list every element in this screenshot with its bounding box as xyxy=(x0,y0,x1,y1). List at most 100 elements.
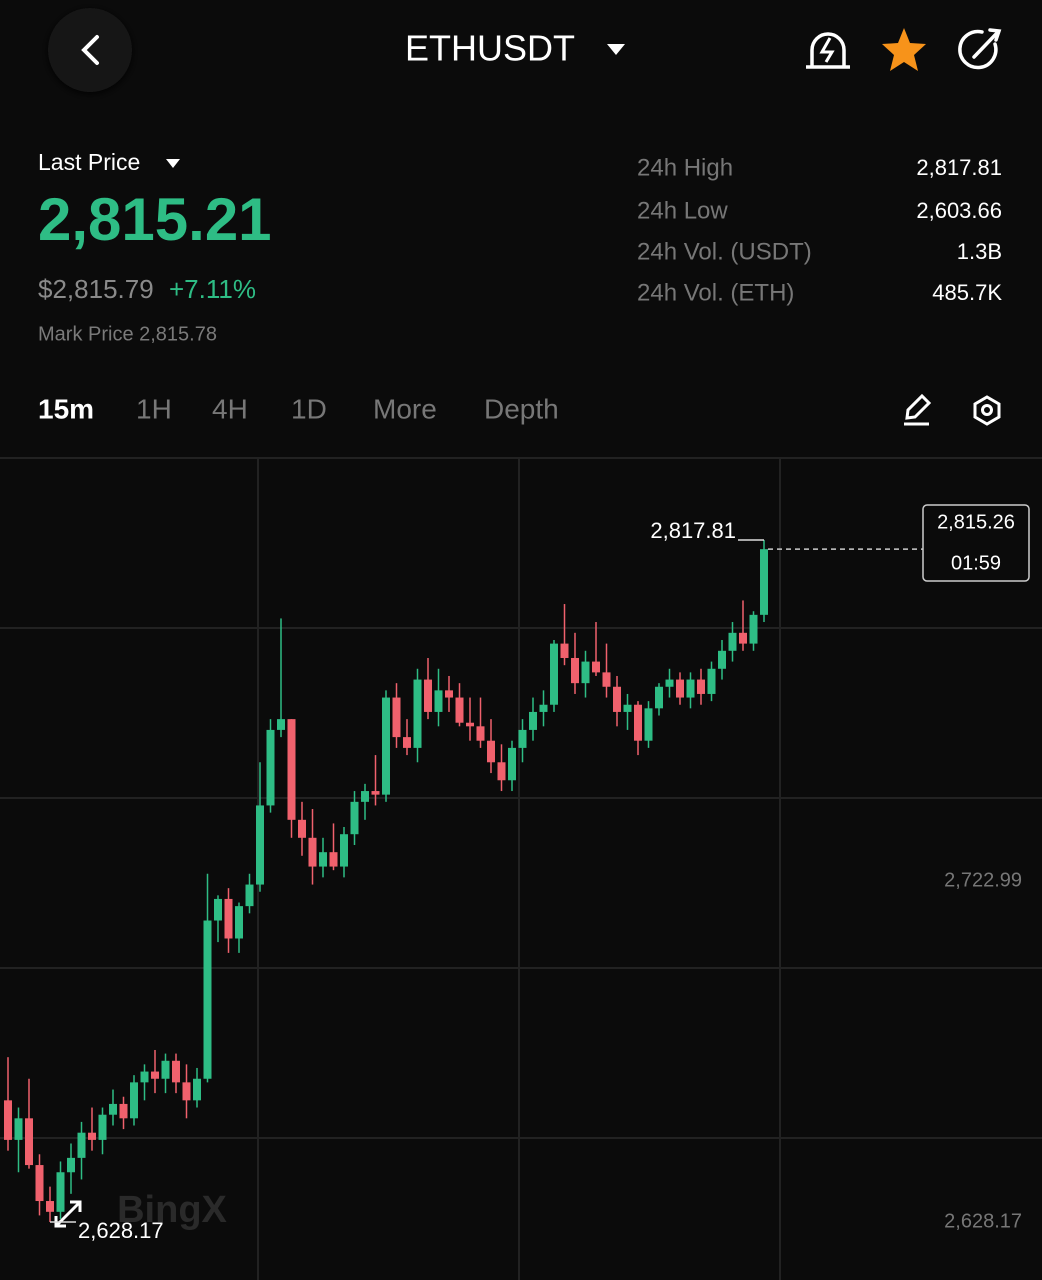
candle-body xyxy=(14,1118,23,1140)
candle-body xyxy=(634,704,642,741)
candle-body xyxy=(4,1100,12,1140)
candle-body xyxy=(581,661,590,684)
interval-tab[interactable]: Depth xyxy=(484,393,559,424)
candle-body xyxy=(182,1082,191,1101)
interval-tab[interactable]: More xyxy=(373,393,437,424)
candle-body xyxy=(308,837,317,867)
candle-body xyxy=(424,679,432,712)
candle-body xyxy=(67,1157,75,1173)
candle-body xyxy=(235,906,243,939)
candle-body xyxy=(266,729,275,806)
y-tick-label: 2,722.99 xyxy=(944,869,1022,891)
countdown: 01:59 xyxy=(951,552,1001,574)
candle-body xyxy=(340,834,348,867)
candle-body xyxy=(214,898,222,921)
candle-body xyxy=(739,632,747,644)
candle-body xyxy=(760,549,768,615)
candle-body xyxy=(245,884,254,907)
last-price-label: Last Price xyxy=(38,149,140,175)
candle-body xyxy=(193,1078,201,1101)
stat-value: 485.7K xyxy=(932,280,1002,305)
candle-body xyxy=(665,679,674,687)
candle-body xyxy=(119,1103,128,1119)
candle-body xyxy=(518,729,527,748)
last-price-label: 2,815.26 xyxy=(937,511,1015,533)
candle-body xyxy=(46,1201,54,1212)
candle-body xyxy=(487,740,495,763)
candle-body xyxy=(749,614,758,644)
candle-body xyxy=(224,898,233,939)
usd-price: $2,815.79 xyxy=(38,274,154,304)
candle-body xyxy=(172,1060,180,1083)
stat-value: 2,817.81 xyxy=(916,155,1002,180)
candle-body xyxy=(434,690,443,712)
candle-body xyxy=(98,1114,107,1140)
y-tick-label: 2,628.17 xyxy=(944,1210,1022,1232)
share-icon[interactable] xyxy=(958,28,1002,70)
symbol[interactable]: ETHUSDT xyxy=(405,28,575,69)
candle-body xyxy=(319,852,327,867)
candle-body xyxy=(592,661,600,673)
candle-body xyxy=(497,762,506,781)
candle-body xyxy=(571,657,579,684)
candle-body xyxy=(655,686,663,709)
candle-body xyxy=(413,679,422,748)
candle-body xyxy=(371,791,380,795)
candle-body xyxy=(613,686,621,712)
candle-body xyxy=(77,1132,86,1158)
stat-value: 2,603.66 xyxy=(916,198,1002,223)
candle-body xyxy=(277,719,285,730)
chart-grid xyxy=(0,458,1042,1280)
candle-body xyxy=(602,672,611,687)
candle-body xyxy=(707,668,716,694)
candle-body xyxy=(445,690,453,698)
candle-body xyxy=(56,1172,65,1212)
candle-body xyxy=(697,679,705,694)
candle-body xyxy=(130,1082,138,1119)
price-change: +7.11% xyxy=(169,274,256,304)
candle-body xyxy=(88,1132,96,1140)
stat-label: 24h Vol. (ETH) xyxy=(637,279,794,306)
candle-body xyxy=(25,1118,33,1166)
symbol-dropdown[interactable] xyxy=(607,44,625,55)
watermark: BingX xyxy=(117,1189,227,1231)
draw-icon[interactable] xyxy=(904,393,932,426)
candle-body xyxy=(35,1165,44,1202)
candle-body xyxy=(350,801,359,835)
candle-body xyxy=(508,747,516,781)
interval-tab[interactable]: 4H xyxy=(212,393,248,424)
settings-icon[interactable] xyxy=(973,395,1001,426)
stat-label: 24h High xyxy=(637,154,733,181)
candle-body xyxy=(329,852,338,867)
candle-body xyxy=(539,704,548,712)
candle-body xyxy=(109,1103,117,1115)
interval-tab[interactable]: 1D xyxy=(291,393,327,424)
candle-body xyxy=(676,679,684,698)
low-label: 2,628.17 xyxy=(78,1218,164,1243)
candle-body xyxy=(718,650,726,669)
interval-tab[interactable]: 1H xyxy=(136,393,172,424)
stat-label: 24h Low xyxy=(637,197,728,224)
favorite-icon[interactable] xyxy=(882,28,926,71)
last-price-dropdown[interactable] xyxy=(166,159,180,168)
back-button[interactable] xyxy=(48,8,132,92)
candle-body xyxy=(476,726,485,741)
candle-body xyxy=(256,805,264,885)
stat-label: 24h Vol. (USDT) xyxy=(637,238,812,265)
candle-body xyxy=(560,643,569,658)
candle-body xyxy=(298,819,306,838)
candle-body xyxy=(140,1071,149,1083)
candle-body xyxy=(623,704,632,712)
candle-body xyxy=(529,711,537,730)
candle-body xyxy=(161,1060,170,1079)
candle-body xyxy=(382,697,390,795)
interval-tab[interactable]: 15m xyxy=(38,393,94,424)
alert-icon[interactable] xyxy=(806,32,850,69)
candle-body xyxy=(550,643,558,705)
last-price: 2,815.21 xyxy=(38,186,272,253)
last-price-box xyxy=(922,504,1030,582)
back-icon xyxy=(81,35,99,65)
candle-body xyxy=(361,791,369,802)
candle-body xyxy=(151,1071,159,1079)
